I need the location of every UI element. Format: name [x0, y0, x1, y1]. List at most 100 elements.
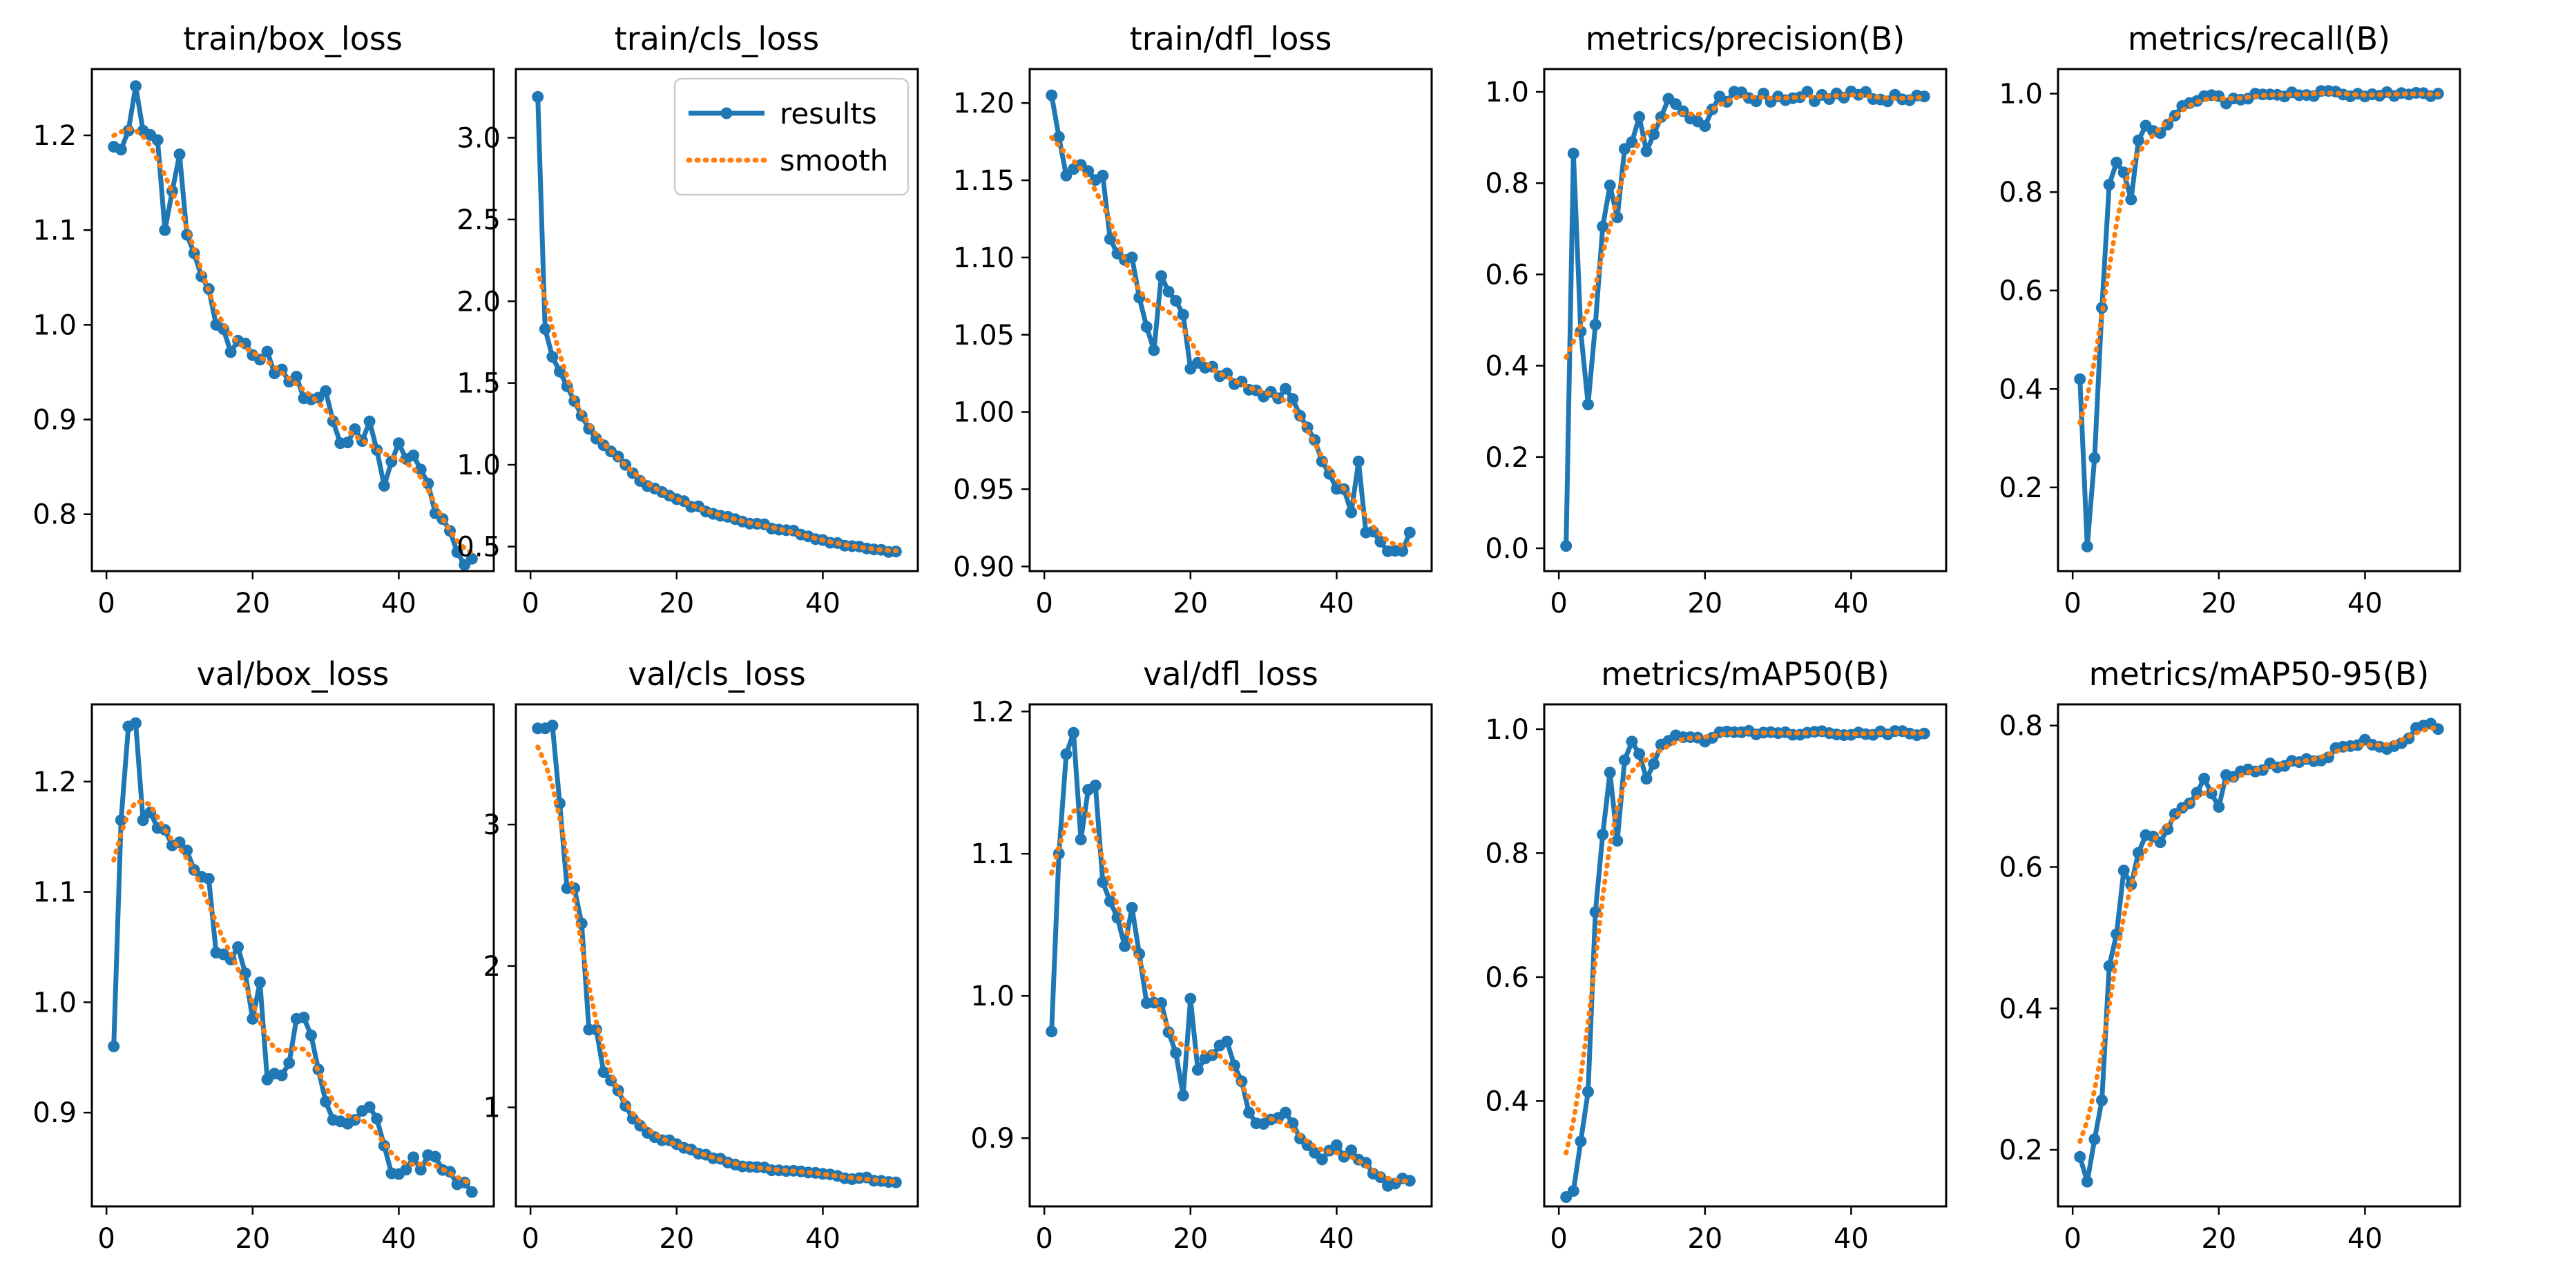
- x-tick-label: 20: [235, 588, 270, 619]
- x-tick-label: 0: [1035, 1223, 1052, 1255]
- panel-title: train/cls_loss: [615, 20, 819, 57]
- results-point: [378, 480, 390, 492]
- results-point: [414, 463, 427, 476]
- y-tick-label: 2.5: [456, 204, 501, 236]
- smooth-line: [2077, 90, 2441, 425]
- results-point: [1589, 318, 1602, 331]
- legend: results smooth: [673, 77, 910, 196]
- results-point: [1640, 773, 1653, 785]
- results-point: [1126, 902, 1138, 914]
- results-point: [1301, 1139, 1314, 1151]
- results-point: [1046, 1025, 1058, 1038]
- x-tick-label: 20: [1687, 1223, 1722, 1255]
- results-point: [363, 415, 376, 427]
- results-point: [1184, 992, 1197, 1005]
- x-tick-label: 20: [2201, 588, 2236, 619]
- results-point: [108, 1040, 120, 1052]
- axes-frame: [1028, 703, 1433, 1208]
- results-point: [1287, 393, 1299, 405]
- results-point: [2081, 540, 2093, 552]
- panel-val-cls-loss: val/cls_loss 0 20 40 1 2 3: [483, 655, 919, 1255]
- results-point: [2081, 1175, 2093, 1188]
- x-tick-label: 40: [2347, 588, 2383, 619]
- results-point: [2096, 1094, 2108, 1106]
- results-point: [1330, 1139, 1343, 1151]
- results-point: [400, 1164, 412, 1176]
- legend-results-label: results: [780, 97, 877, 131]
- y-tick-label: 0.4: [1485, 351, 1529, 383]
- y-tick-label: 0.8: [32, 499, 77, 531]
- y-tick-label: 3: [483, 809, 501, 841]
- results-point: [1403, 526, 1416, 539]
- results-point: [1097, 876, 1109, 888]
- y-tick-label: 1.0: [32, 309, 77, 341]
- results-point: [2074, 373, 2086, 385]
- y-tick-label: 0.4: [1999, 374, 2043, 405]
- y-tick-label: 0.6: [1999, 852, 2043, 884]
- results-point: [2074, 1150, 2086, 1163]
- x-tick-label: 0: [97, 588, 115, 619]
- smooth-line: [111, 126, 474, 556]
- results-point: [1068, 726, 1079, 739]
- results-point: [1633, 748, 1646, 760]
- axes-frame: [1543, 68, 1948, 572]
- results-point: [1155, 997, 1167, 1009]
- panel-train-dfl-loss: train/dfl_loss 0 20 40 0.90 0.95 1.00 1.05 1.10 1…: [953, 20, 1433, 619]
- results-point: [1582, 398, 1594, 411]
- panel-train-cls-loss: train/cls_loss 0 20 40 0.5 1.0 1.5 2.0 2.5 3.0 res…: [456, 20, 919, 619]
- y-tick-label: 1.1: [970, 838, 1015, 870]
- results-point: [1626, 735, 1638, 748]
- results-point: [305, 1029, 317, 1041]
- smooth-line: [1049, 135, 1412, 548]
- results-point: [1640, 145, 1653, 157]
- y-tick-label: 1.00: [953, 397, 1015, 429]
- results-point: [1575, 1135, 1587, 1148]
- results-point: [1345, 506, 1358, 519]
- axes-frame: [515, 703, 919, 1208]
- results-point: [1126, 251, 1138, 264]
- y-tick-label: 1.0: [1999, 79, 2043, 110]
- results-point: [320, 1095, 332, 1108]
- y-tick-label: 0.0: [1485, 533, 1529, 565]
- y-tick-label: 1.0: [32, 987, 77, 1019]
- results-point: [283, 1057, 296, 1069]
- results-point: [1618, 754, 1631, 767]
- results-point: [181, 845, 193, 857]
- results-point: [2117, 865, 2130, 877]
- results-point: [1170, 295, 1182, 307]
- results-point: [290, 370, 302, 383]
- results-point: [1177, 309, 1189, 321]
- x-tick-label: 40: [1319, 588, 1354, 619]
- results-point: [1075, 833, 1087, 846]
- panel-metrics-map50-95-b: metrics/mAP50-95(B) 0 20 40 0.2 0.4 0.6 0.8: [1999, 655, 2461, 1255]
- results-point: [1345, 1144, 1358, 1157]
- panel-title: val/box_loss: [197, 655, 390, 693]
- x-tick-label: 0: [2064, 1223, 2081, 1255]
- x-tick-label: 0: [1035, 588, 1052, 619]
- x-tick-label: 40: [381, 588, 416, 619]
- results-point: [1177, 1089, 1189, 1101]
- results-point: [1403, 1175, 1416, 1187]
- results-point: [1279, 383, 1291, 395]
- x-tick-label: 20: [1173, 588, 1208, 619]
- axes-frame: [90, 703, 495, 1208]
- panel-title: metrics/precision(B): [1586, 20, 1905, 57]
- x-tick-label: 20: [659, 1223, 694, 1255]
- results-point: [1089, 779, 1102, 791]
- results-point: [407, 1151, 420, 1164]
- axes-frame: [2057, 703, 2461, 1208]
- smooth-line: [1564, 729, 1927, 1156]
- results-point: [1279, 1106, 1291, 1119]
- y-tick-label: 1.10: [953, 242, 1015, 274]
- x-tick-label: 0: [2064, 588, 2081, 619]
- results-point: [232, 941, 244, 953]
- results-point: [159, 224, 171, 236]
- results-point: [1582, 1086, 1594, 1098]
- results-point: [1104, 233, 1116, 245]
- results-point: [1316, 1153, 1328, 1166]
- y-tick-label: 1.2: [32, 767, 77, 798]
- y-tick-label: 1.05: [953, 320, 1015, 351]
- y-tick-label: 3.0: [456, 122, 501, 154]
- results-point: [532, 90, 544, 103]
